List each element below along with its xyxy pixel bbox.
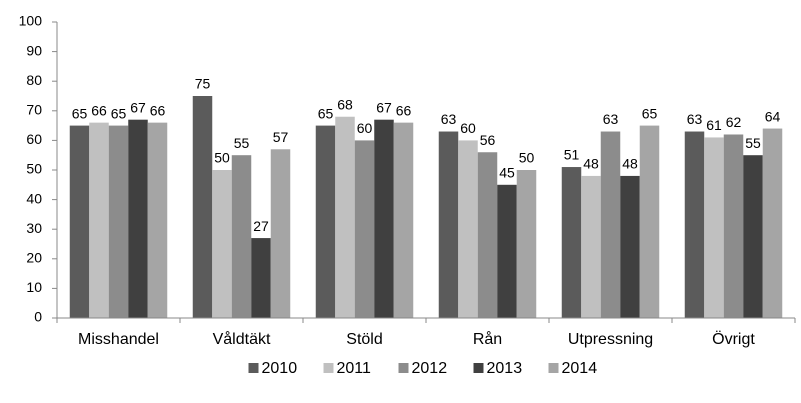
bar xyxy=(581,175,601,318)
y-tick-label: 40 xyxy=(26,190,42,206)
y-tick-label: 90 xyxy=(26,42,42,58)
bar xyxy=(89,122,109,318)
bar xyxy=(231,155,252,318)
data-label: 61 xyxy=(706,117,722,133)
x-tick-label: Rån xyxy=(473,330,502,348)
bar xyxy=(128,119,148,319)
bar xyxy=(251,238,271,318)
bar xyxy=(684,131,705,318)
data-label: 45 xyxy=(499,165,515,181)
data-label: 66 xyxy=(91,102,107,118)
y-tick-label: 60 xyxy=(26,131,42,147)
y-tick-label: 10 xyxy=(26,279,42,295)
data-label: 67 xyxy=(376,99,392,115)
legend-swatch xyxy=(248,363,259,373)
legend-label: 2012 xyxy=(412,360,448,377)
legend-swatch xyxy=(473,363,484,373)
data-label: 27 xyxy=(253,218,269,234)
bar xyxy=(723,134,744,318)
bar xyxy=(620,175,640,318)
y-tick-label: 50 xyxy=(26,161,42,177)
bar xyxy=(516,170,537,318)
bar xyxy=(335,116,355,318)
bar xyxy=(69,125,90,318)
bar xyxy=(762,128,783,318)
bar xyxy=(393,122,414,318)
data-label: 63 xyxy=(687,111,703,127)
data-label: 65 xyxy=(111,105,127,121)
data-label: 60 xyxy=(460,120,476,136)
data-label: 55 xyxy=(745,135,761,151)
legend-swatch xyxy=(398,363,409,373)
bar xyxy=(743,155,763,318)
bar xyxy=(497,184,517,318)
data-label: 50 xyxy=(214,150,230,166)
data-label: 48 xyxy=(583,156,599,172)
data-label: 65 xyxy=(642,105,658,121)
bar xyxy=(477,152,498,318)
data-label: 63 xyxy=(441,111,457,127)
data-label: 51 xyxy=(564,147,580,163)
y-tick-label: 30 xyxy=(26,220,42,236)
bar xyxy=(704,137,724,318)
bar xyxy=(458,140,478,318)
bar xyxy=(438,131,459,318)
legend-label: 2013 xyxy=(487,360,523,377)
y-tick-label: 70 xyxy=(26,102,42,118)
data-label: 75 xyxy=(195,76,211,92)
x-tick-label: Misshandel xyxy=(78,331,159,348)
bar xyxy=(374,119,394,319)
data-label: 48 xyxy=(622,156,638,172)
legend-swatch xyxy=(323,363,334,373)
x-tick-label: Utpressning xyxy=(568,331,653,348)
data-label: 55 xyxy=(234,135,250,151)
x-tick-label: Övrigt xyxy=(712,330,755,348)
data-label: 62 xyxy=(726,114,742,130)
bar xyxy=(212,170,232,318)
legend-label: 2011 xyxy=(337,360,372,377)
x-tick-label: Stöld xyxy=(346,331,382,348)
data-label: 64 xyxy=(765,108,781,124)
data-label: 50 xyxy=(519,150,535,166)
y-tick-label: 100 xyxy=(19,13,43,29)
bar xyxy=(639,125,660,318)
bar xyxy=(270,149,291,318)
x-tick-label: Våldtäkt xyxy=(213,330,271,348)
bar xyxy=(561,167,582,318)
bar xyxy=(192,96,213,318)
y-tick-label: 0 xyxy=(34,309,42,325)
data-label: 67 xyxy=(130,99,146,115)
legend-label: 2014 xyxy=(562,360,598,377)
y-tick-label: 20 xyxy=(26,250,42,266)
data-label: 66 xyxy=(150,102,166,118)
legend-swatch xyxy=(548,363,559,373)
data-label: 68 xyxy=(337,96,353,112)
data-label: 56 xyxy=(480,132,496,148)
bar xyxy=(147,122,168,318)
bar xyxy=(354,140,375,318)
data-label: 66 xyxy=(396,102,412,118)
data-label: 65 xyxy=(318,105,334,121)
data-label: 63 xyxy=(603,111,619,127)
legend-label: 2010 xyxy=(262,360,298,377)
data-label: 60 xyxy=(357,120,373,136)
bar xyxy=(315,125,336,318)
data-label: 65 xyxy=(72,105,88,121)
bar xyxy=(108,125,129,318)
data-label: 57 xyxy=(273,129,289,145)
y-tick-label: 80 xyxy=(26,72,42,88)
bar xyxy=(600,131,621,318)
